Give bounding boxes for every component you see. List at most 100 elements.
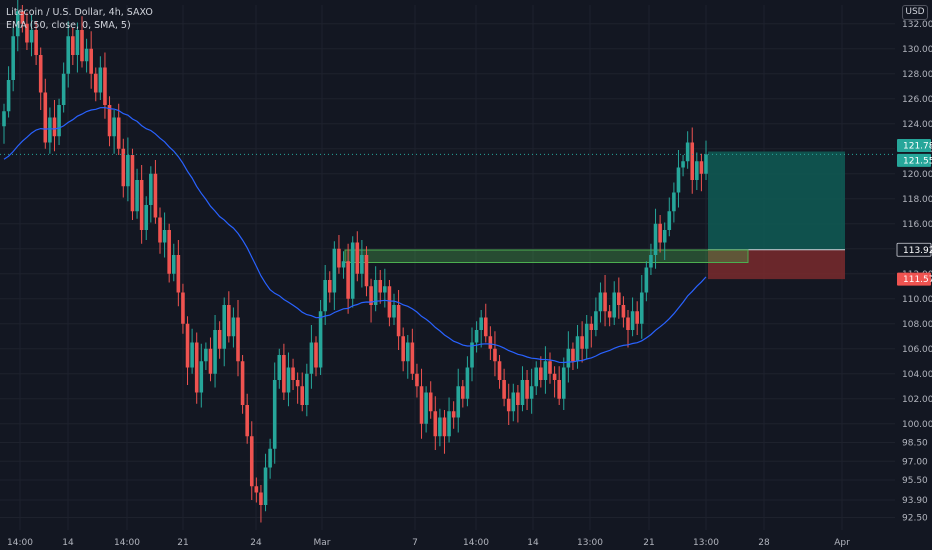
candle — [272, 380, 277, 449]
candle — [38, 55, 43, 93]
candle — [552, 373, 557, 380]
candle — [20, 11, 25, 24]
candle — [176, 255, 181, 293]
candle — [15, 11, 20, 37]
candle — [575, 336, 580, 362]
candle — [167, 230, 171, 274]
price-badge-label: 121.55 — [903, 156, 932, 166]
candle — [25, 23, 29, 43]
candle — [672, 192, 676, 212]
y-axis-tick: 93.90 — [902, 496, 928, 506]
candle — [612, 292, 617, 318]
candle — [410, 342, 415, 374]
candle — [93, 73, 98, 93]
candle — [603, 292, 607, 312]
candle — [378, 280, 383, 293]
y-axis-tick: 110.00 — [902, 295, 932, 305]
candle — [589, 323, 594, 330]
candle — [534, 367, 539, 387]
x-axis-tick: 21 — [643, 538, 654, 548]
candle — [438, 417, 442, 437]
candle — [598, 292, 603, 312]
candle — [649, 255, 653, 268]
candle — [34, 30, 38, 55]
candle — [401, 336, 405, 362]
price-badge-label: 113.92 — [903, 246, 932, 256]
candle — [263, 467, 268, 505]
candle — [121, 148, 126, 187]
candle — [493, 348, 497, 362]
candle — [543, 361, 548, 380]
symbol-title: Litecoin / U.S. Dollar, 4h, SAXO — [6, 7, 153, 18]
candle — [52, 117, 57, 137]
x-axis-tick: 14:00 — [463, 538, 489, 548]
x-axis-tick: 13:00 — [577, 538, 603, 548]
candle — [323, 280, 327, 312]
candle — [396, 305, 401, 337]
y-axis-tick: 120.00 — [902, 170, 932, 180]
candle — [341, 261, 346, 268]
candle — [470, 342, 474, 368]
candle — [116, 117, 121, 149]
candle — [428, 392, 433, 412]
candle — [580, 336, 584, 349]
candle — [213, 330, 217, 374]
candle — [204, 348, 208, 362]
candle — [66, 36, 71, 74]
candle — [447, 411, 451, 437]
candle — [332, 248, 337, 293]
candle — [539, 367, 543, 380]
candle — [107, 105, 112, 137]
candle — [240, 361, 245, 405]
candle — [525, 380, 529, 399]
currency-button[interactable]: USD — [902, 5, 928, 20]
x-axis-tick: Apr — [834, 538, 850, 548]
candle — [644, 267, 649, 293]
candle — [415, 373, 419, 387]
candle — [190, 342, 194, 368]
candle — [557, 380, 561, 399]
candle — [245, 405, 249, 437]
candle — [639, 292, 644, 324]
x-axis-tick: Mar — [314, 538, 331, 548]
candle — [520, 380, 525, 405]
candle — [282, 355, 286, 393]
candle — [658, 223, 662, 243]
candle — [451, 411, 456, 418]
candle — [217, 330, 222, 349]
candle — [84, 48, 89, 62]
candle — [630, 311, 635, 330]
candle — [483, 317, 488, 337]
candle — [158, 217, 162, 243]
candle — [424, 392, 428, 424]
candle — [227, 305, 231, 337]
candle — [699, 161, 704, 174]
x-axis-tick: 21 — [177, 538, 188, 548]
candle — [621, 305, 626, 318]
candle — [305, 373, 309, 405]
y-axis-tick: 92.50 — [902, 514, 928, 524]
candle — [103, 67, 107, 105]
y-axis-tick: 104.00 — [902, 370, 932, 380]
candle — [373, 280, 378, 305]
candle — [497, 361, 502, 380]
candle — [48, 117, 52, 143]
candle — [318, 311, 323, 368]
indicator-label: EMA (50, close, 0, SMA, 5) — [6, 20, 131, 31]
candle — [98, 67, 103, 93]
candle — [511, 392, 516, 412]
y-axis-tick: 118.00 — [902, 195, 932, 205]
stop-zone — [708, 249, 845, 280]
target-zone — [708, 151, 845, 250]
candle — [561, 367, 566, 399]
candle — [89, 48, 93, 74]
candle — [456, 386, 461, 418]
candle — [185, 323, 190, 368]
candle — [259, 492, 263, 505]
candle — [607, 311, 612, 318]
candle — [695, 161, 699, 180]
x-axis-tick: 24 — [250, 538, 262, 548]
candle — [286, 367, 291, 393]
